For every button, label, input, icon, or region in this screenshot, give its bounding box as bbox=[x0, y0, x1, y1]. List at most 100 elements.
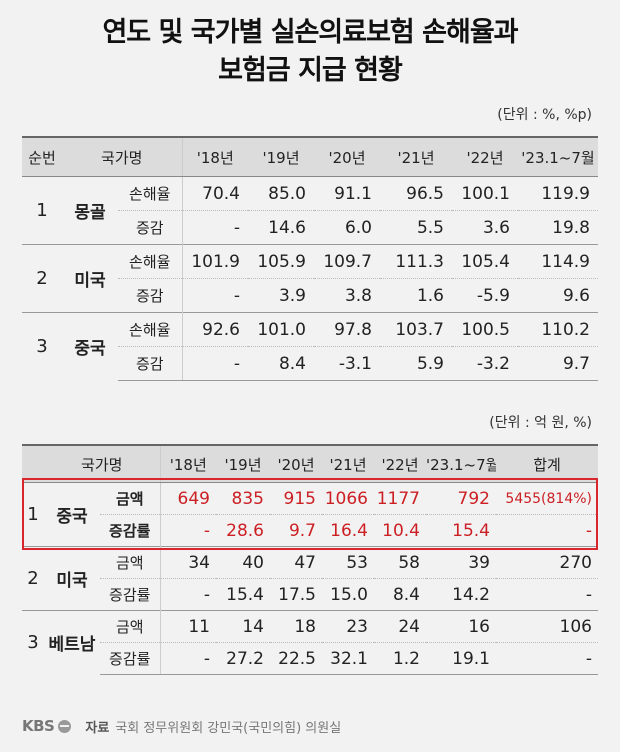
table-cell: 105.4 bbox=[452, 244, 518, 279]
table-cell: 101.0 bbox=[248, 312, 314, 347]
row-metric-label: 증감률 bbox=[100, 578, 160, 611]
row-metric-label: 금액 bbox=[100, 482, 160, 515]
table-cell: -5.9 bbox=[452, 278, 518, 313]
col-header-2021: '21년 bbox=[380, 136, 452, 177]
table-cell: 9.7 bbox=[518, 346, 598, 381]
table-cell: 835 bbox=[216, 482, 270, 515]
table-cell: 34 bbox=[159, 546, 216, 579]
table-cell: 47 bbox=[270, 546, 322, 579]
table-cell: 119.9 bbox=[518, 176, 598, 211]
table-cell: 19.8 bbox=[518, 210, 598, 245]
table-cell: 11 bbox=[159, 610, 216, 643]
table-cell: - bbox=[181, 346, 248, 381]
table-cell: 106 bbox=[496, 610, 598, 643]
table-cell: - bbox=[181, 210, 248, 245]
row-country: 미국 bbox=[62, 244, 118, 313]
table-row: 2 미국 손해율 101.9 105.9 109.7 111.3 105.4 114.9 bbox=[22, 244, 598, 313]
table-cell: 649 bbox=[159, 482, 216, 515]
table-cell: 1066 bbox=[322, 482, 374, 515]
table-row: 2 미국 금액 34 40 47 53 58 39 270 bbox=[22, 546, 598, 611]
table-cell: 15.4 bbox=[216, 578, 270, 611]
table-cell: 92.6 bbox=[181, 312, 248, 347]
table-cell: - bbox=[496, 578, 598, 611]
row-country: 미국 bbox=[44, 546, 100, 611]
row-rank: 3 bbox=[22, 312, 62, 381]
table-cell: 28.6 bbox=[216, 514, 270, 547]
row-rank: 1 bbox=[22, 482, 44, 547]
table-cell: 14.6 bbox=[248, 210, 314, 245]
row-rank: 1 bbox=[22, 176, 62, 245]
row-metric-label: 증감 bbox=[118, 210, 182, 245]
row-metric-label: 증감률 bbox=[100, 514, 160, 547]
col-header-rank bbox=[22, 444, 44, 483]
loss-ratio-table: 순번 국가명 '18년 '19년 '20년 '21년 '22년 '23.1~7월… bbox=[22, 136, 598, 381]
table-row: 3 중국 손해율 92.6 101.0 97.8 103.7 100.5 110.2 bbox=[22, 312, 598, 381]
col-header-2019: '19년 bbox=[216, 444, 270, 483]
table-cell: -3.2 bbox=[452, 346, 518, 381]
col-header-2020: '20년 bbox=[314, 136, 380, 177]
row-metric-label: 손해율 bbox=[118, 176, 182, 211]
table-row: 증감률 -27.2 22.5 32.1 1.2 19.1- bbox=[22, 642, 598, 675]
table-cell: 1.6 bbox=[380, 278, 452, 313]
table-cell: 5455(814%) bbox=[496, 482, 598, 515]
kbs-logo: KBS bbox=[22, 717, 55, 735]
row-metric-label: 증감 bbox=[118, 278, 182, 313]
row-rank: 2 bbox=[22, 546, 44, 611]
table-cell: 27.2 bbox=[216, 642, 270, 675]
table-row: 3 베트남 금액 11 14 18 23 24 16 106 bbox=[22, 610, 598, 675]
table-cell: 100.1 bbox=[452, 176, 518, 211]
table-cell: 101.9 bbox=[181, 244, 248, 279]
table-cell: 1.2 bbox=[374, 642, 426, 675]
table-cell: 6.0 bbox=[314, 210, 380, 245]
title-line-1: 연도 및 국가별 실손의료보험 손해율과 bbox=[102, 17, 518, 48]
table-cell: 915 bbox=[270, 482, 322, 515]
table2-unit: (단위 : 억 원, %) bbox=[489, 415, 592, 431]
col-header-country: 국가명 bbox=[62, 136, 182, 177]
col-header-total: 합계 bbox=[496, 444, 598, 483]
row-country: 중국 bbox=[62, 312, 118, 381]
table-cell: 9.6 bbox=[518, 278, 598, 313]
infographic-title: 연도 및 국가별 실손의료보험 손해율과 보험금 지급 현황 bbox=[0, 14, 620, 90]
table-row: 증감 -8.4 -3.1 5.9 -3.2 9.7 bbox=[22, 346, 598, 381]
table-cell: 1177 bbox=[374, 482, 426, 515]
col-header-2018: '18년 bbox=[159, 444, 216, 483]
row-metric-label: 손해율 bbox=[118, 312, 182, 347]
table2-header-row: 국가명 '18년 '19년 '20년 '21년 '22년 '23.1~7월 합계 bbox=[22, 444, 598, 483]
col-header-2023: '23.1~7월 bbox=[426, 444, 496, 483]
col-header-rank: 순번 bbox=[22, 136, 62, 177]
col-header-2022: '22년 bbox=[374, 444, 426, 483]
table-cell: 91.1 bbox=[314, 176, 380, 211]
table-cell: 22.5 bbox=[270, 642, 322, 675]
table-cell: 32.1 bbox=[322, 642, 374, 675]
row-country: 중국 bbox=[44, 482, 100, 547]
table-cell: 17.5 bbox=[270, 578, 322, 611]
table-cell: 96.5 bbox=[380, 176, 452, 211]
table-cell: 10.4 bbox=[374, 514, 426, 547]
table-cell: 14 bbox=[216, 610, 270, 643]
table-cell: 109.7 bbox=[314, 244, 380, 279]
table-row: 증감률 -28.6 9.7 16.4 10.4 15.4- bbox=[22, 514, 598, 547]
table-row: 증감 -14.6 6.0 5.5 3.6 19.8 bbox=[22, 210, 598, 245]
footer: KBS 자료 국회 정무위원회 강민국(국민의힘) 의원실 bbox=[22, 714, 341, 738]
col-header-country: 국가명 bbox=[44, 444, 160, 483]
table-cell: 110.2 bbox=[518, 312, 598, 347]
col-header-2021: '21년 bbox=[322, 444, 374, 483]
table-cell: 85.0 bbox=[248, 176, 314, 211]
row-country: 몽골 bbox=[62, 176, 118, 245]
title-line-2: 보험금 지급 현황 bbox=[218, 55, 403, 86]
col-header-2023: '23.1~7월 bbox=[518, 136, 598, 177]
row-metric-label: 증감률 bbox=[100, 642, 160, 675]
table-cell: 111.3 bbox=[380, 244, 452, 279]
table-cell: - bbox=[496, 642, 598, 675]
col-header-2019: '19년 bbox=[248, 136, 314, 177]
kbs-logo-icon bbox=[58, 719, 72, 733]
row-metric-label: 증감 bbox=[118, 346, 182, 381]
table-cell: 18 bbox=[270, 610, 322, 643]
table-cell: 3.8 bbox=[314, 278, 380, 313]
table-cell: 40 bbox=[216, 546, 270, 579]
table-cell: 9.7 bbox=[270, 514, 322, 547]
claims-payment-table: 국가명 '18년 '19년 '20년 '21년 '22년 '23.1~7월 합계… bbox=[22, 444, 598, 675]
table-row: 1 몽골 손해율 70.4 85.0 91.1 96.5 100.1 119.9 bbox=[22, 176, 598, 245]
table-cell: - bbox=[496, 514, 598, 547]
table-cell: 100.5 bbox=[452, 312, 518, 347]
